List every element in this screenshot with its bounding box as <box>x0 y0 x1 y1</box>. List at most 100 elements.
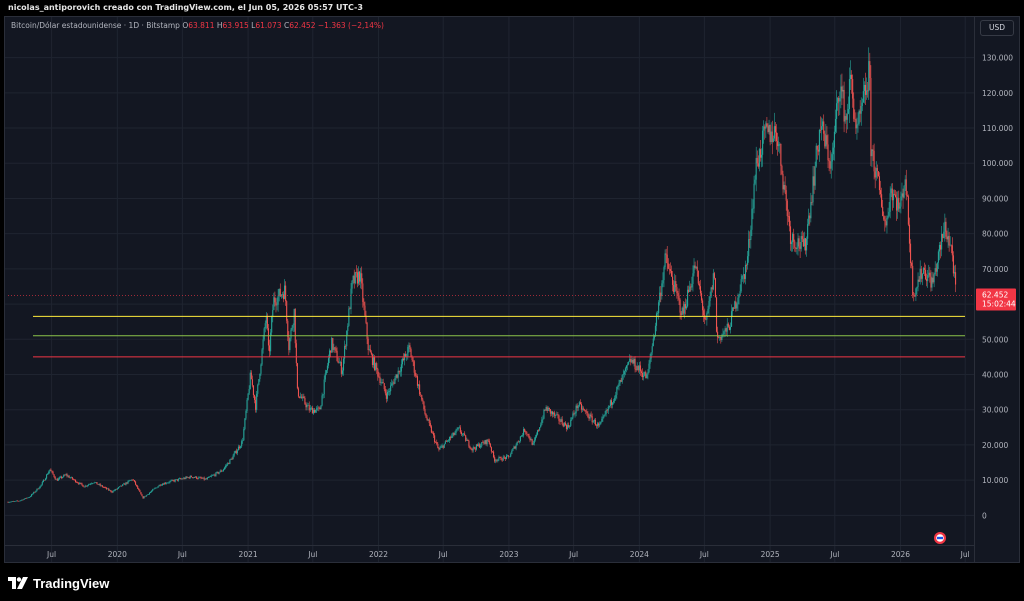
candle-body <box>28 497 30 498</box>
candle-body <box>627 364 629 366</box>
candle-body <box>473 447 475 449</box>
candle-body <box>893 193 896 195</box>
candle-body <box>180 478 182 480</box>
candle-body <box>274 297 276 303</box>
candle-body <box>272 310 274 317</box>
candle-body <box>726 323 728 332</box>
candle-body <box>378 376 380 378</box>
candle-body <box>270 332 272 352</box>
close-value: 62.452 <box>289 21 316 30</box>
candle-body <box>696 266 698 271</box>
candle-body <box>885 221 887 226</box>
candle-body <box>147 494 149 495</box>
candle-body <box>307 404 309 406</box>
candle-body <box>771 131 773 143</box>
candle-body <box>126 482 128 484</box>
candle-body <box>220 470 222 472</box>
candle-body <box>217 471 219 474</box>
candle-body <box>640 371 643 373</box>
candle-body <box>146 494 148 496</box>
candle-body <box>402 358 405 361</box>
candle-body <box>157 486 159 488</box>
candle-body <box>455 429 457 433</box>
tradingview-logo[interactable]: TradingView <box>8 574 109 592</box>
currency-button[interactable]: USD <box>980 20 1014 36</box>
candle-body <box>136 484 138 486</box>
candle-body <box>278 288 280 296</box>
candle-body <box>682 307 684 314</box>
candle-body <box>891 188 893 201</box>
candle-body <box>456 429 458 430</box>
candle-body <box>734 301 736 309</box>
candle-body <box>621 374 623 382</box>
candle-body <box>316 408 318 410</box>
candle-body <box>533 439 535 443</box>
candle-body <box>635 369 637 371</box>
candle-body <box>616 386 618 395</box>
candle-body <box>562 424 564 427</box>
candle-body <box>360 273 362 282</box>
candle-body <box>135 481 137 485</box>
candle-body <box>938 244 941 252</box>
candle-body <box>542 418 544 420</box>
candle-body <box>248 388 250 394</box>
candle-body <box>445 441 447 442</box>
candle-body <box>596 423 599 427</box>
candle-body <box>535 434 537 437</box>
candle-body <box>530 439 532 441</box>
candle-body <box>188 477 190 479</box>
candle-body <box>7 501 9 503</box>
candle-body <box>464 433 466 436</box>
candle-body <box>399 371 401 373</box>
candle-body <box>416 376 419 386</box>
candle-body <box>109 490 111 491</box>
candle-body <box>615 394 617 398</box>
candle-body <box>902 193 904 198</box>
candle-body <box>650 352 652 359</box>
candle-body <box>201 478 203 479</box>
candle-body <box>74 479 77 483</box>
candle-body <box>25 498 27 499</box>
candle-body <box>250 372 252 380</box>
candle-body <box>181 478 183 480</box>
candle-body <box>200 477 202 479</box>
candle-body <box>417 384 420 386</box>
candle-body <box>247 393 249 400</box>
candle-body <box>508 455 510 457</box>
candle-body <box>862 91 864 103</box>
candle-body <box>532 442 534 445</box>
candle-body <box>590 414 592 417</box>
candle-body <box>740 279 742 292</box>
candle-body <box>681 307 683 316</box>
candle-body <box>654 325 656 336</box>
candle-body <box>614 397 616 402</box>
candle-body <box>251 379 253 386</box>
candle-body <box>127 480 129 484</box>
candle-body <box>652 338 654 347</box>
candle-body <box>52 471 54 475</box>
candle-body <box>396 374 398 378</box>
candle-body <box>362 283 364 302</box>
candle-body <box>842 89 844 92</box>
candle-body <box>143 496 145 499</box>
candle-body <box>70 477 72 478</box>
candle-body <box>802 239 804 247</box>
candle-body <box>807 224 809 239</box>
close-key: C <box>283 21 290 30</box>
candle-body <box>832 147 834 155</box>
candle-body <box>193 477 196 478</box>
candle-body <box>613 401 615 403</box>
candle-body <box>811 202 813 203</box>
candle-body <box>483 442 485 444</box>
candle-body <box>843 89 845 122</box>
candle-body <box>884 219 886 222</box>
candle-body <box>601 418 603 422</box>
candle-body <box>629 359 631 362</box>
candle-body <box>340 362 342 374</box>
candle-body <box>516 441 518 445</box>
candle-body <box>485 440 487 445</box>
candle-body <box>354 272 356 284</box>
candle-body <box>282 294 285 299</box>
candle-body <box>853 98 855 119</box>
